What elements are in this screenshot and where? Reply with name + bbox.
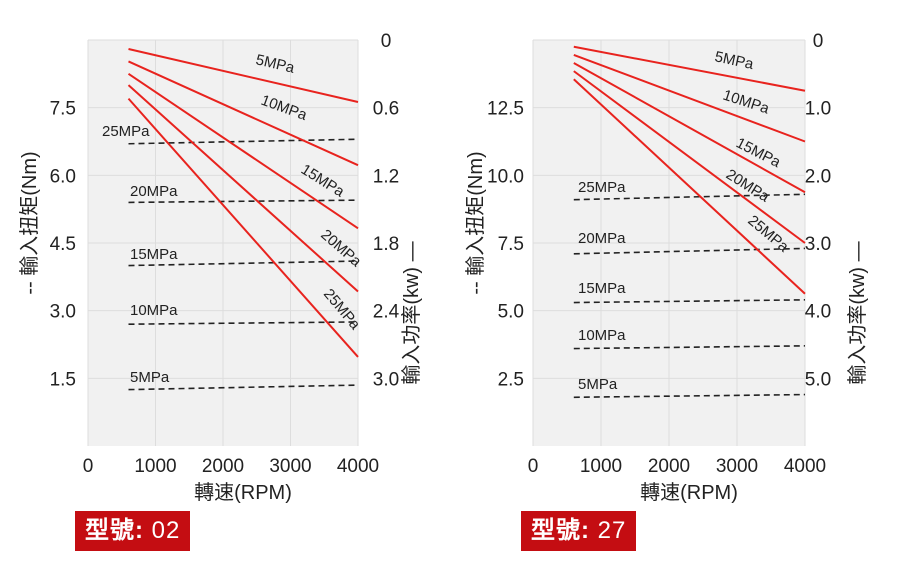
x-tick-label: 2000 (648, 456, 690, 477)
right-tick-label: 1.0 (805, 99, 831, 120)
power-series-line (573, 70, 806, 244)
torque-series-line (573, 193, 806, 201)
torque-series-line (128, 199, 359, 204)
torque-series-line (128, 384, 359, 391)
right-tick-label: 1.2 (373, 166, 399, 187)
x-tick-label: 0 (528, 456, 539, 477)
x-tick-label: 1000 (134, 456, 176, 477)
x-tick-label: 2000 (202, 456, 244, 477)
model-label: 型號: (85, 517, 144, 544)
left-axis-title: -- 輸入扭矩(Nm) (464, 151, 487, 294)
torque-series-label: 20MPa (578, 230, 626, 247)
left-tick-label: 4.5 (50, 234, 76, 255)
left-tick-label: 12.5 (487, 99, 524, 120)
left-tick-label: 2.5 (498, 369, 524, 390)
right-tick-label: 2.0 (805, 166, 831, 187)
power-series-line (573, 53, 806, 143)
left-axis-title: -- 輸入扭矩(Nm) (18, 151, 41, 294)
right-tick-label: 0 (813, 31, 824, 52)
torque-series-line (128, 260, 359, 267)
power-series-line (128, 60, 359, 167)
torque-series-label: 10MPa (130, 302, 178, 319)
torque-series-line (573, 393, 806, 399)
torque-series-label: 25MPa (102, 123, 150, 140)
left-tick-label: 6.0 (50, 166, 76, 187)
torque-series-line (573, 247, 806, 255)
power-series-line (128, 48, 359, 104)
torque-series-label: 5MPa (130, 369, 170, 386)
right-tick-label: 5.0 (805, 369, 831, 390)
torque-series-label: 20MPa (130, 183, 178, 200)
model-label: 型號: (531, 517, 590, 544)
right-tick-label: 1.8 (373, 234, 399, 255)
right-axis-title: 輸入功率(kw) — (400, 241, 423, 384)
x-axis-title: 轉速(RPM) (640, 481, 738, 504)
torque-series-label: 15MPa (578, 280, 626, 297)
x-axis-title: 轉速(RPM) (194, 481, 292, 504)
torque-series-line (573, 345, 806, 350)
power-series-line (127, 84, 359, 293)
left-tick-label: 1.5 (50, 369, 76, 390)
power-series-line (127, 97, 359, 358)
model-badge-27: 型號: 27 (521, 511, 637, 551)
x-tick-label: 4000 (784, 456, 826, 477)
x-tick-label: 3000 (716, 456, 758, 477)
left-tick-label: 7.5 (50, 99, 76, 120)
torque-series-line (128, 321, 359, 325)
right-axis-title: 輸入功率(kw) — (846, 241, 869, 384)
left-tick-label: 10.0 (487, 166, 524, 187)
x-tick-label: 3000 (269, 456, 311, 477)
model-number: 27 (597, 517, 627, 544)
right-tick-label: 0.6 (373, 99, 399, 120)
model-badge-02: 型號: 02 (75, 511, 191, 551)
right-tick-label: 2.4 (373, 302, 400, 323)
model-number: 02 (151, 517, 181, 544)
right-tick-label: 3.0 (373, 369, 399, 390)
torque-series-line (128, 138, 359, 145)
torque-series-label: 5MPa (578, 376, 618, 393)
power-series-line (573, 62, 806, 194)
left-tick-label: 5.0 (498, 302, 524, 323)
x-tick-label: 0 (83, 456, 94, 477)
torque-series-label: 15MPa (130, 246, 178, 263)
right-tick-label: 0 (381, 31, 392, 52)
power-series-line (573, 45, 806, 92)
left-tick-label: 7.5 (498, 234, 524, 255)
x-tick-label: 4000 (337, 456, 379, 477)
torque-series-label: 10MPa (578, 327, 626, 344)
x-tick-label: 1000 (580, 456, 622, 477)
torque-series-label: 25MPa (578, 179, 626, 196)
power-series-line (127, 73, 359, 230)
right-tick-label: 4.0 (805, 302, 831, 323)
left-tick-label: 3.0 (50, 302, 76, 323)
right-tick-label: 3.0 (805, 234, 831, 255)
torque-series-line (573, 299, 806, 304)
power-series-line (573, 78, 806, 295)
